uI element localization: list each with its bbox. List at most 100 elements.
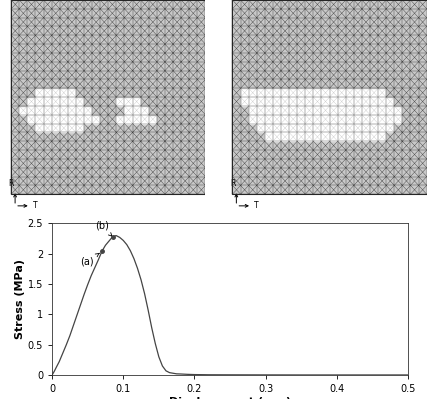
Bar	[346, 53, 354, 62]
Bar	[386, 0, 395, 9]
Bar	[197, 9, 205, 18]
Bar	[100, 115, 108, 124]
Bar	[84, 97, 92, 106]
Bar	[157, 79, 165, 88]
Bar	[157, 124, 165, 132]
Bar	[411, 53, 418, 62]
Bar	[370, 97, 378, 106]
Bar	[43, 62, 52, 71]
Bar	[133, 18, 141, 26]
Bar	[189, 18, 197, 26]
Bar	[100, 53, 108, 62]
Bar	[92, 150, 100, 159]
Bar	[338, 62, 346, 71]
Bar	[141, 79, 149, 88]
Bar	[189, 44, 197, 53]
Bar	[116, 62, 125, 71]
Bar	[370, 0, 378, 9]
Bar	[233, 176, 240, 186]
Bar	[60, 18, 68, 26]
Bar	[249, 26, 257, 35]
Bar	[181, 168, 189, 176]
Bar	[362, 141, 370, 150]
Bar	[313, 88, 322, 97]
Bar	[11, 159, 19, 168]
Bar	[60, 106, 68, 115]
Bar	[378, 26, 386, 35]
Bar	[52, 62, 60, 71]
Bar	[418, 168, 427, 176]
Bar	[297, 132, 305, 141]
Bar	[411, 150, 418, 159]
Bar	[249, 44, 257, 53]
Bar	[240, 132, 249, 141]
Bar	[68, 132, 76, 141]
Bar	[240, 106, 249, 115]
Bar	[19, 9, 27, 18]
Bar	[322, 18, 329, 26]
Bar	[181, 186, 189, 194]
Bar	[52, 106, 60, 115]
Bar	[181, 53, 189, 62]
Bar	[395, 168, 402, 176]
Bar	[108, 115, 116, 124]
Bar	[313, 35, 322, 44]
Bar	[36, 88, 43, 97]
Bar	[43, 35, 52, 44]
X-axis label: Displacement (mm): Displacement (mm)	[169, 397, 291, 399]
Bar	[402, 106, 411, 115]
Bar	[322, 150, 329, 159]
Bar	[197, 106, 205, 115]
Bar	[133, 132, 141, 141]
Bar	[157, 176, 165, 186]
Bar	[273, 35, 281, 44]
Bar	[329, 176, 338, 186]
Bar	[418, 132, 427, 141]
Bar	[233, 97, 240, 106]
Bar	[181, 141, 189, 150]
Bar	[289, 79, 297, 88]
Bar	[378, 150, 386, 159]
Bar	[27, 44, 36, 53]
Bar	[329, 168, 338, 176]
Bar	[11, 176, 19, 186]
Bar	[11, 115, 19, 124]
Bar	[257, 71, 265, 79]
Bar	[378, 9, 386, 18]
Bar	[354, 186, 362, 194]
Bar	[189, 132, 197, 141]
Bar	[100, 35, 108, 44]
Bar	[197, 186, 205, 194]
Bar	[378, 132, 386, 141]
Bar	[273, 71, 281, 79]
Bar	[322, 168, 329, 176]
Bar	[354, 26, 362, 35]
Bar	[141, 0, 149, 9]
Bar	[346, 124, 354, 132]
Bar	[27, 0, 36, 9]
Bar	[240, 150, 249, 159]
Bar	[249, 53, 257, 62]
Bar	[149, 124, 157, 132]
Bar	[43, 97, 52, 106]
Bar	[322, 79, 329, 88]
Bar	[386, 9, 395, 18]
Bar	[157, 132, 165, 141]
Bar	[84, 124, 92, 132]
Bar	[249, 18, 257, 26]
Bar	[11, 18, 19, 26]
Bar	[68, 9, 76, 18]
Bar	[233, 18, 240, 26]
Bar	[100, 26, 108, 35]
Bar	[305, 9, 313, 18]
Bar	[133, 106, 141, 115]
Bar	[100, 132, 108, 141]
Bar	[68, 53, 76, 62]
Bar	[233, 26, 240, 35]
Bar	[125, 0, 133, 9]
Bar	[289, 150, 297, 159]
Bar	[411, 124, 418, 132]
Bar	[281, 18, 289, 26]
Bar	[370, 176, 378, 186]
Bar	[157, 141, 165, 150]
